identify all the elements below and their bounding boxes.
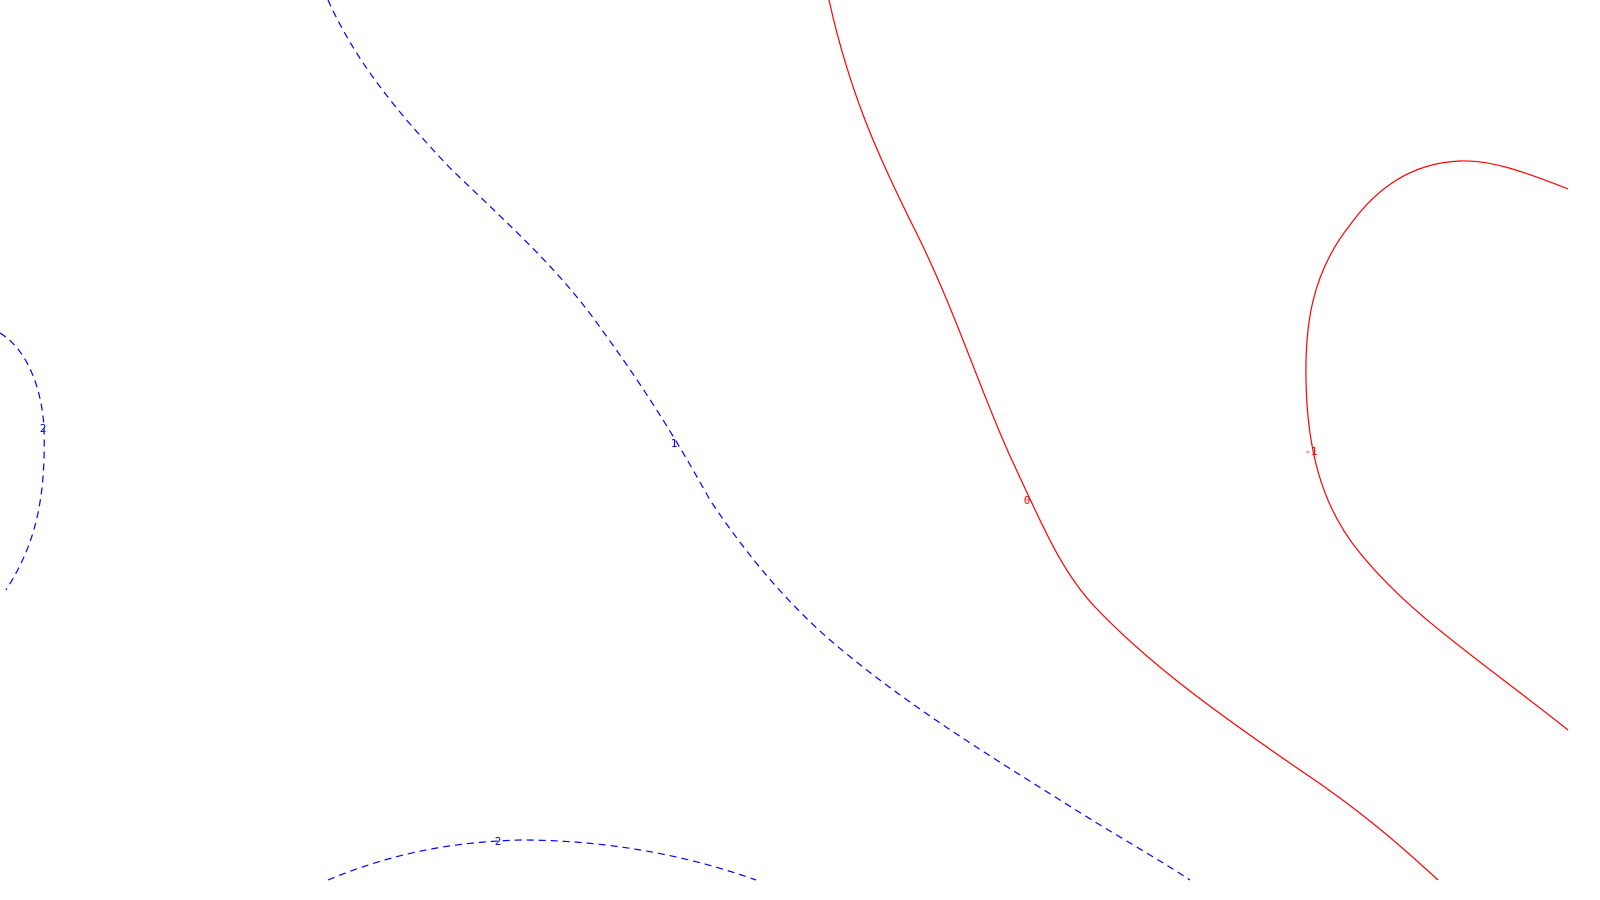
contour-label-level-1: 1 [671,437,678,450]
contour-label-level-2-bottom: 2 [495,835,502,848]
contour-line-level-minus-1 [1305,160,1569,731]
contour-line-level-1 [327,0,1191,881]
contour-line-level-0 [828,0,1439,881]
contour-label-level-0: 0 [1024,494,1031,507]
contour-label-level-minus-1: -1 [1304,445,1317,458]
contour-line-level-2-bottom [327,839,757,881]
contour-label-level-2-left: 2 [40,422,47,435]
